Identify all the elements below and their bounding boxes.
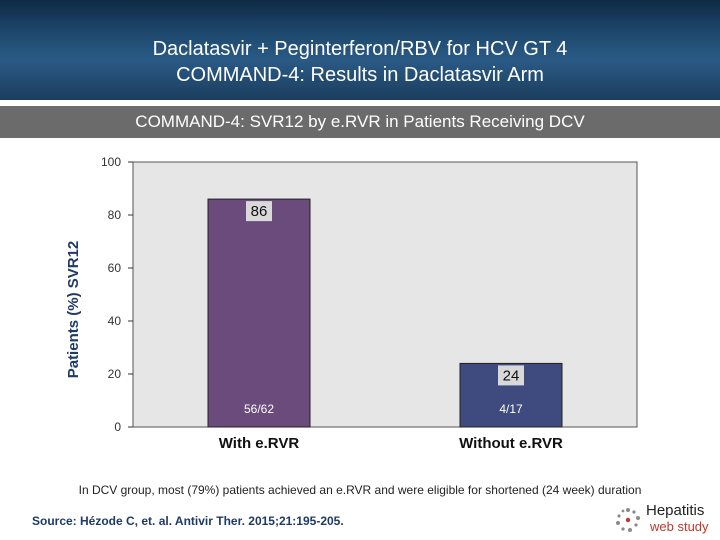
data-label-box	[498, 365, 524, 386]
footnote: In DCV group, most (79%) patients achiev…	[78, 483, 642, 497]
fraction-label: 4/17	[499, 402, 523, 416]
logo-text-line-2: web study	[650, 519, 709, 534]
bar	[207, 198, 311, 428]
source-citation: Source: Hézode C, et. al. Antivir Ther. …	[32, 514, 344, 528]
chart-title: COMMAND-4: SVR12 by e.RVR in Patients Re…	[135, 112, 585, 131]
y-tick-label: 40	[108, 314, 122, 328]
y-axis-label: Patients (%) SVR12	[65, 241, 82, 379]
data-label: 86	[251, 203, 268, 220]
y-tick-label: 80	[108, 208, 122, 222]
subtitle-bar	[0, 106, 720, 138]
hepatitis-logo-icon	[616, 508, 640, 532]
y-tick-label: 20	[108, 367, 122, 381]
header-banner	[0, 0, 720, 100]
y-tick-label: 60	[108, 261, 122, 275]
title-line-1: Daclatasvir + Peginterferon/RBV for HCV …	[152, 38, 568, 60]
x-category-label: With e.RVR	[219, 435, 300, 452]
title-line-2: COMMAND-4: Results in Daclatasvir Arm	[176, 64, 544, 86]
x-category-label: Without e.RVR	[459, 435, 563, 452]
fraction-label: 56/62	[244, 402, 274, 416]
data-label-box	[246, 201, 272, 222]
hepatitis-logo: Hepatitis web study	[612, 502, 716, 536]
y-tick-label: 0	[114, 420, 121, 434]
data-label: 24	[503, 367, 520, 384]
y-tick-label: 100	[101, 155, 121, 169]
logo-text-line-1: Hepatitis	[646, 502, 705, 519]
page-title: Daclatasvir + Peginterferon/RBV for HCV …	[0, 36, 720, 88]
